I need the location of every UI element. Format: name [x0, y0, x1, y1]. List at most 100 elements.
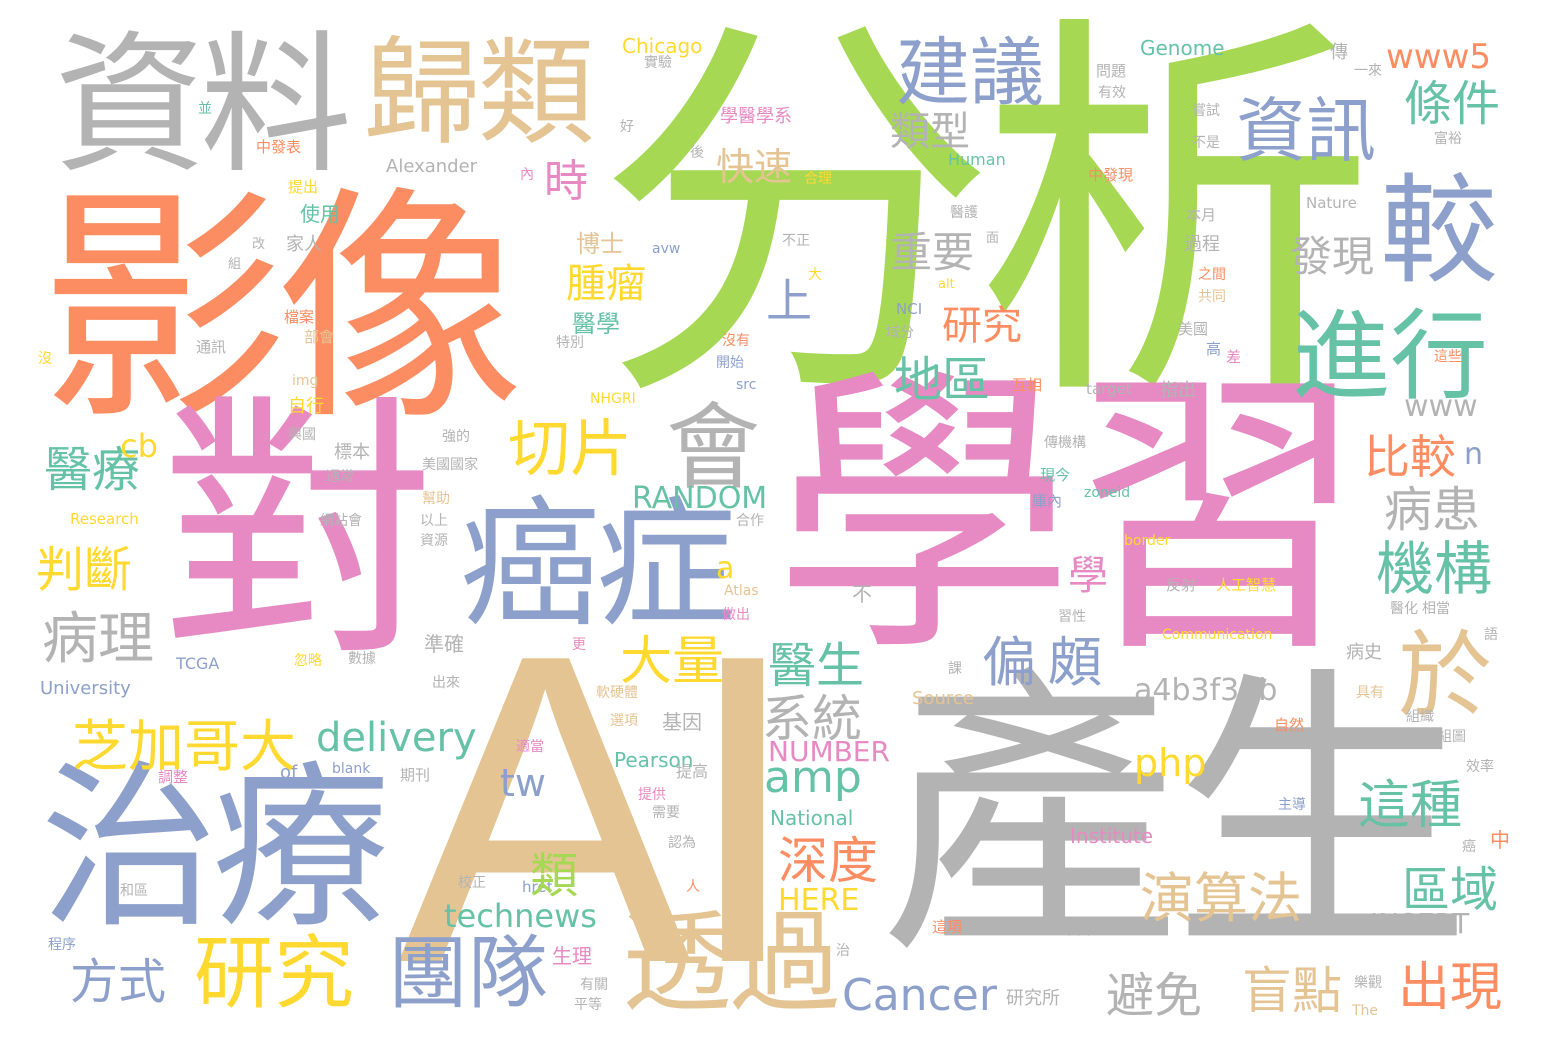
word-youguan: 有關 — [580, 977, 608, 993]
word-alexander: Alexander — [386, 156, 478, 177]
word-img: img — [292, 373, 319, 389]
word-chulai: 出來 — [432, 675, 460, 691]
word-bing: 並 — [198, 101, 212, 117]
word-atlas: Atlas — [724, 583, 759, 599]
word-jigou: 機構 — [1376, 535, 1493, 603]
word-yu-small: 語 — [1484, 627, 1498, 643]
word-bingli: 病理 — [42, 607, 154, 672]
word-renwei: 認為 — [668, 835, 696, 851]
word-bingshi: 病史 — [1346, 642, 1382, 663]
word-shiyong: 使用 — [300, 202, 340, 226]
word-hequ: 和區 — [120, 883, 148, 899]
word-meiyou: 沒有 — [722, 333, 750, 349]
word-yilai: 一來 — [1354, 63, 1382, 79]
word-qiangde: 強的 — [442, 429, 470, 445]
word-xiangdang: 相當 — [1422, 601, 1450, 617]
word-leguan: 樂觀 — [1354, 975, 1382, 991]
word-aizheng: 癌症 — [460, 484, 736, 647]
word-zhexie: 這些 — [1434, 349, 1462, 365]
word-tongxun: 通訊 — [196, 338, 227, 356]
word-tcga: TCGA — [176, 654, 220, 673]
word-tiaojian: 條件 — [1404, 76, 1501, 132]
word-communication: Communication — [1162, 627, 1273, 643]
word-youxiao: 有效 — [1098, 85, 1126, 101]
word-boshi: 博士 — [576, 230, 624, 258]
word-jiaozheng: 校正 — [458, 875, 486, 891]
word-yufen: 域分 — [886, 325, 914, 341]
word-hou: 後 — [690, 145, 704, 161]
word-source: Source — [912, 688, 974, 709]
word-alt: alt — [938, 277, 955, 292]
word-fanshe: 反射 — [1166, 576, 1197, 594]
word-zhichu: 指出 — [1160, 380, 1196, 401]
word-zhunque: 準確 — [424, 632, 464, 656]
word-shuju: 數據 — [348, 651, 376, 667]
word-www: www — [1404, 389, 1478, 424]
word-ziran: 自然 — [1274, 716, 1305, 734]
word-zhijiagedada: 芝加哥大 — [72, 715, 296, 780]
word-jiao: 較 — [1380, 162, 1499, 300]
word-random: RANDOM — [632, 481, 768, 516]
word-quyu: 區域 — [1402, 862, 1499, 918]
word-zhongfaxian: 中發現 — [1088, 166, 1134, 184]
word-yihua: 醫化 — [1390, 601, 1418, 617]
word-zixun: 資訊 — [1236, 90, 1376, 172]
word-juyou: 具有 — [1356, 685, 1384, 701]
word-xiaolu: 效率 — [1466, 759, 1494, 775]
word-href: href — [522, 878, 552, 896]
word-n: n — [1464, 437, 1484, 472]
word-bushi: 不是 — [1192, 135, 1220, 151]
word-yansuanfa: 演算法 — [1140, 867, 1302, 930]
word-dui: 對 — [160, 373, 436, 694]
word-jiyin: 基因 — [662, 710, 702, 734]
word-yu: 於 — [1398, 622, 1493, 731]
word-ren: 人 — [686, 879, 700, 895]
word-tigao: 提高 — [676, 762, 709, 781]
word-gongtong: 共同 — [1198, 289, 1226, 305]
word-shiyan: 實驗 — [644, 55, 672, 71]
word-daliang: 大量 — [620, 632, 725, 692]
word-chuanjigou: 傳機構 — [1044, 435, 1086, 451]
word-the: The — [1352, 1003, 1379, 1019]
word-ziliao: 資料 — [54, 17, 352, 194]
word-cb: cb — [120, 427, 158, 465]
word-lei: 類 — [530, 848, 579, 904]
word-xingguo: 興國 — [288, 427, 316, 443]
word-bingHuan: 病患 — [1384, 482, 1481, 538]
word-yanjiu-large: 研究 — [194, 927, 354, 1020]
word-yiliao: 醫療 — [44, 442, 141, 498]
word-mei: 沒 — [38, 351, 52, 367]
word-chuxian: 出現 — [1398, 958, 1503, 1018]
word-leixing: 類型 — [890, 109, 970, 155]
word-number: NUMBER — [768, 735, 890, 768]
word-xuanxiang: 選項 — [610, 713, 638, 729]
word-tw: tw — [500, 761, 546, 805]
word-bu: 不 — [852, 582, 872, 606]
word-ke: 課 — [948, 661, 962, 677]
word-blank: blank — [332, 761, 371, 777]
word-zhi: 治 — [836, 943, 850, 959]
word-mian: 面 — [986, 231, 1000, 246]
word-yingxiang: 影像 — [40, 166, 524, 454]
word-nhgri: NHGRI — [590, 391, 636, 407]
word-university: University — [40, 678, 131, 699]
word-shi: 時 — [544, 156, 588, 207]
word-genome: Genome — [1140, 36, 1225, 60]
word-technews: technews — [444, 897, 597, 935]
word-zuochu: 做出 — [722, 607, 750, 623]
word-wenti: 問題 — [1096, 62, 1127, 80]
word-human: Human — [948, 150, 1006, 169]
word-yihu: 醫護 — [950, 205, 978, 221]
word-hulue: 忽略 — [294, 653, 322, 669]
word-nci: NCI — [896, 300, 923, 318]
word-insert: INSERT — [1370, 907, 1470, 940]
word-yanjiusuo: 研究所 — [1006, 988, 1060, 1009]
word-bimian: 避免 — [1106, 968, 1203, 1024]
word-chengxu: 程序 — [48, 937, 76, 953]
word-a: a — [716, 551, 735, 586]
word-zixing: 自行 — [288, 396, 324, 417]
word-ruanyingti: 軟硬體 — [596, 685, 638, 701]
word-shendu: 深度 — [778, 832, 878, 890]
word-zuzhi: 組織 — [1406, 709, 1434, 725]
word-wangzhanhui: 網站會 — [320, 513, 362, 529]
